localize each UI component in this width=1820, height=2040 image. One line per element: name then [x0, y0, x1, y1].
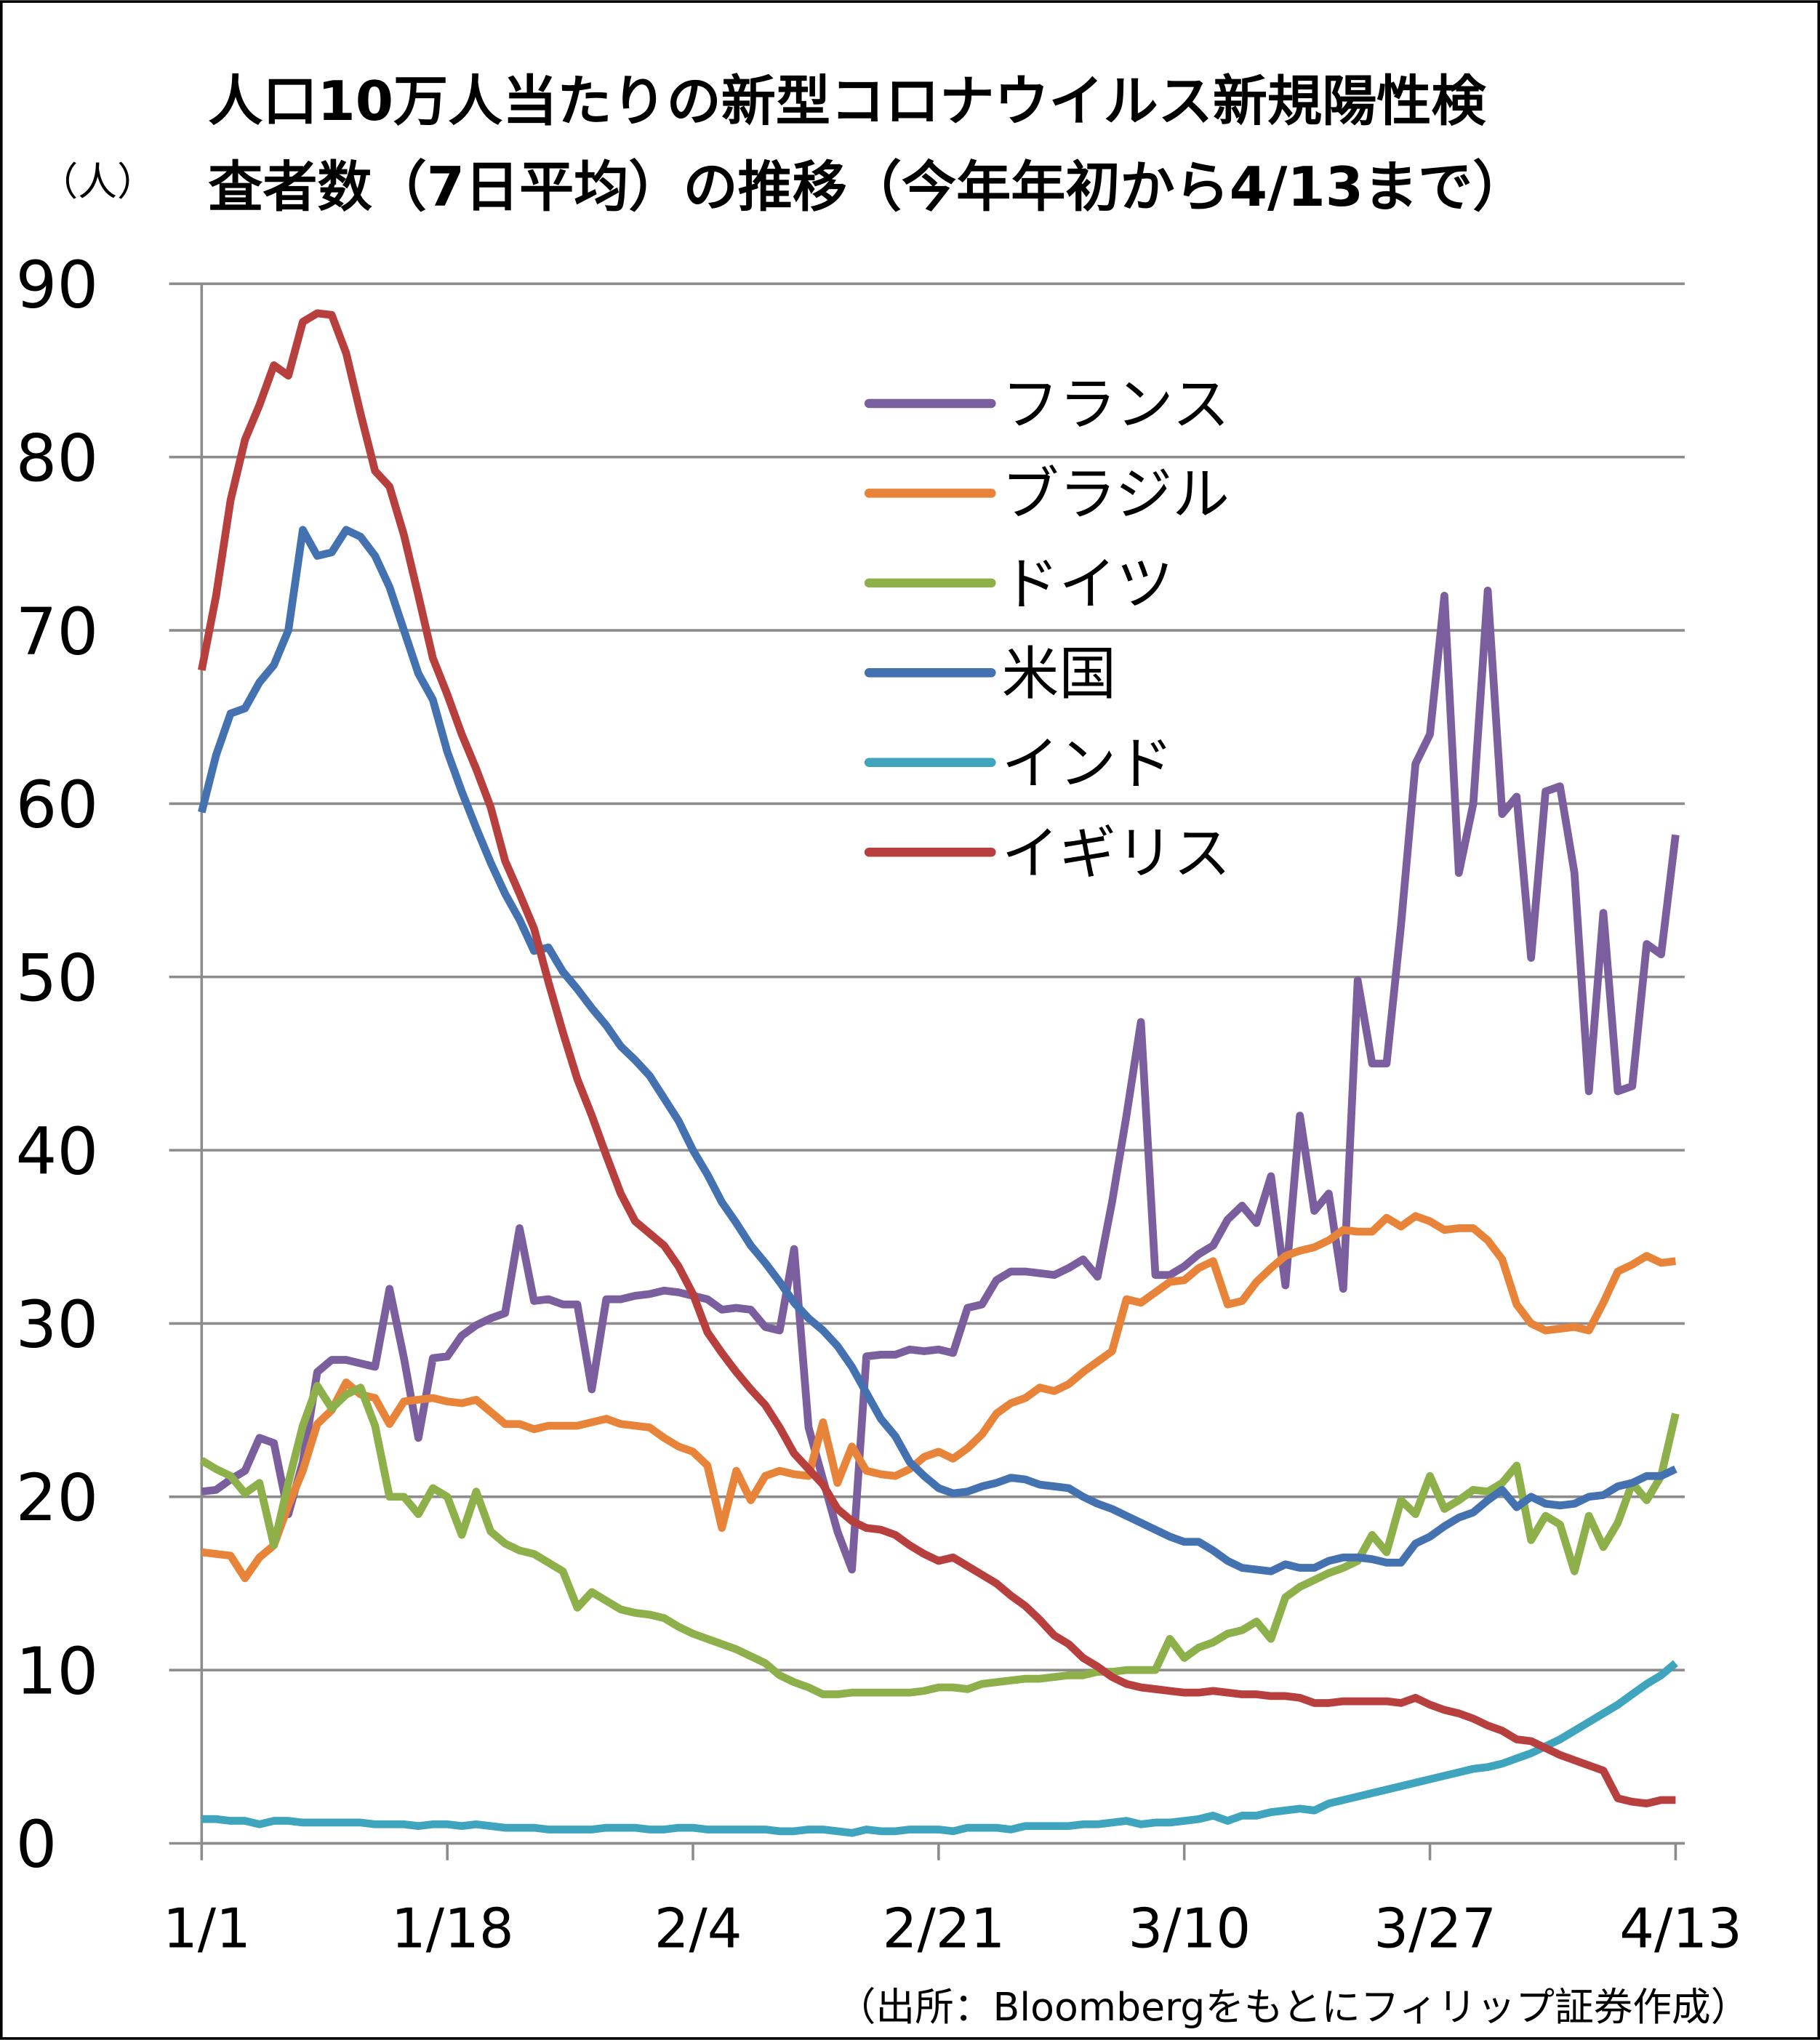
x-tick-label: 3/10 — [1129, 1897, 1251, 1961]
y-tick-label: 20 — [15, 1461, 98, 1536]
legend-label: ブラジル — [1002, 461, 1230, 528]
legend-label: 米国 — [1002, 640, 1116, 707]
y-tick-label: 0 — [15, 1807, 57, 1883]
series-line — [201, 1212, 1677, 1583]
y-axis-label: （人） — [39, 159, 156, 205]
chart-title: 人口10万人当たりの新型コロナウイルス新規陽性検 — [208, 69, 1486, 133]
y-tick-label: 70 — [15, 594, 98, 670]
x-tick-label: 1/18 — [391, 1897, 514, 1961]
x-tick-label: 4/13 — [1619, 1897, 1742, 1961]
legend-label: イギリス — [1002, 820, 1231, 887]
y-tick-label: 90 — [15, 248, 98, 324]
x-tick-label: 2/21 — [883, 1897, 1006, 1961]
series-line — [198, 309, 1676, 1808]
x-tick-label: 1/1 — [163, 1897, 251, 1961]
series-line — [199, 1381, 1680, 1698]
series-line — [201, 586, 1680, 1574]
y-tick-label: 50 — [15, 941, 98, 1016]
y-tick-label: 80 — [15, 421, 98, 497]
series-line — [198, 526, 1677, 1575]
x-tick-label: 3/27 — [1374, 1897, 1496, 1961]
y-tick-label: 10 — [15, 1634, 98, 1709]
legend-label: インド — [1002, 730, 1174, 797]
source-note: （出所：Bloombergをもとにフィリップ証券作成） — [837, 1984, 1750, 2030]
series-line — [201, 1660, 1678, 1837]
y-tick-label: 60 — [15, 768, 98, 843]
y-tick-label: 40 — [15, 1114, 98, 1189]
legend-label: フランス — [1002, 372, 1230, 438]
y-tick-label: 30 — [15, 1288, 98, 1363]
chart-title: 査者数（7日平均）の推移（今年年初から4/13まで） — [208, 155, 1527, 219]
legend-label: ドイツ — [1002, 550, 1174, 617]
x-tick-label: 2/4 — [654, 1897, 742, 1961]
